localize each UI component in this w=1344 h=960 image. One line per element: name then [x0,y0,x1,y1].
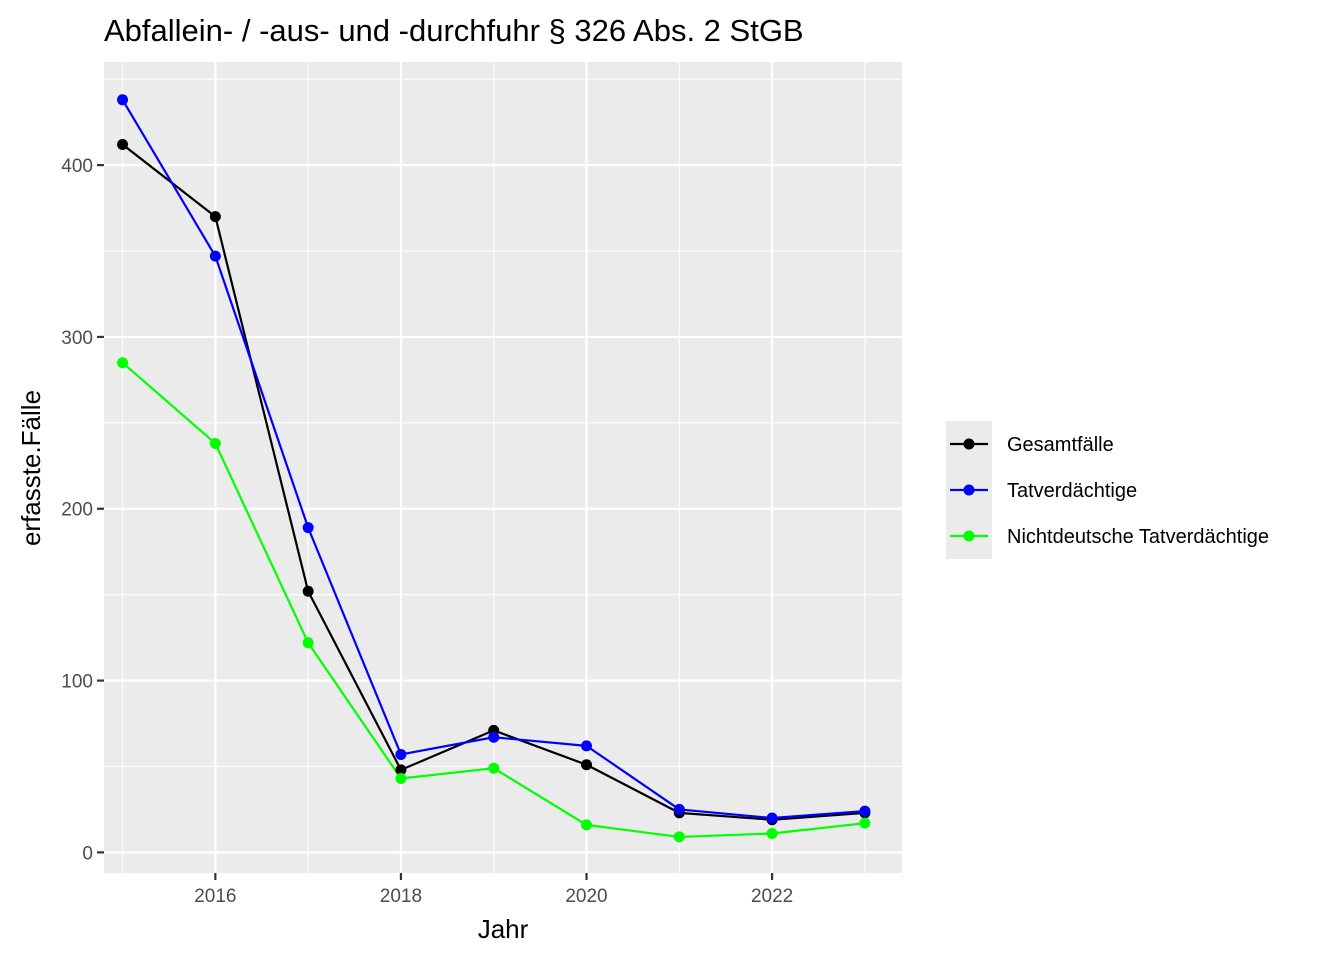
y-tick-label: 400 [61,156,93,177]
data-point [302,522,314,534]
x-tick-label: 2022 [751,886,793,907]
x-axis-title: Jahr [478,914,529,944]
data-point [395,764,407,776]
data-point [766,812,778,824]
data-point [766,827,778,839]
y-axis-title: erfasste.Fälle [16,390,46,546]
y-tick-label: 300 [61,328,93,349]
series-layer [117,94,871,843]
data-point [673,803,685,815]
data-point [209,250,221,262]
legend-label: Gesamtfälle [1007,434,1114,456]
data-point [581,759,593,771]
legend-key-point [963,484,975,496]
x-tick-label: 2020 [565,886,607,907]
legend-label: Nichtdeutsche Tatverdächtige [1007,526,1269,548]
data-point [117,94,129,106]
legend-label: Tatverdächtige [1007,480,1137,502]
data-point [673,831,685,843]
data-point [859,817,871,829]
data-point [117,138,129,150]
data-point [395,772,407,784]
x-tick-label: 2016 [194,886,236,907]
x-tick-label: 2018 [380,886,422,907]
data-point [117,357,129,369]
data-point [302,637,314,649]
data-point [488,731,500,743]
data-point [488,762,500,774]
legend-key-point [963,438,975,450]
data-point [209,211,221,223]
minor-gridlines [104,62,902,873]
data-point [209,437,221,449]
chart-title: Abfallein- / -aus- und -durchfuhr § 326 … [104,13,804,48]
data-point [581,819,593,831]
y-tick-label: 200 [61,500,93,521]
plot-panel [104,62,902,873]
y-tick-label: 100 [61,672,93,693]
major-gridlines [104,62,902,873]
y-tick-label: 0 [82,843,93,864]
x-axis: 2016 2018 2020 2022 [194,873,793,907]
data-point [859,805,871,817]
data-point [581,740,593,752]
legend-key-point [963,530,975,542]
data-point [302,585,314,597]
y-axis: 0 100 200 300 400 [61,156,104,864]
data-point [395,748,407,760]
legend: Gesamtfälle Tatverdächtige Nichtdeutsche T… [950,434,1269,548]
